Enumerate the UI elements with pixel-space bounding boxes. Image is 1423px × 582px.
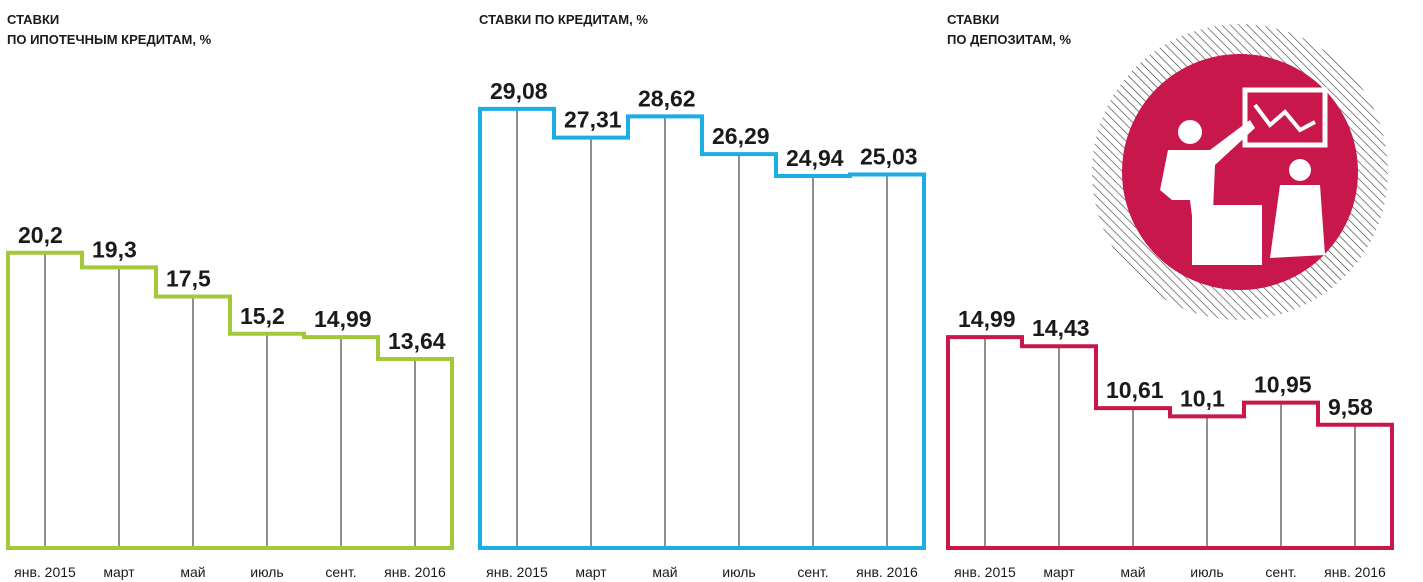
value-label: 9,58 bbox=[1328, 394, 1373, 420]
x-tick-label: май bbox=[652, 564, 677, 580]
x-tick-label: март bbox=[1043, 564, 1075, 580]
value-label: 14,99 bbox=[314, 306, 372, 332]
step-line bbox=[948, 337, 1392, 548]
value-label: 20,2 bbox=[18, 222, 63, 248]
value-label: 27,31 bbox=[564, 107, 622, 133]
x-tick-label: сент. bbox=[325, 564, 356, 580]
x-tick-label: янв. 2015 bbox=[954, 564, 1016, 580]
x-tick-label: янв. 2016 bbox=[1324, 564, 1386, 580]
chart-title: ПО ИПОТЕЧНЫМ КРЕДИТАМ, % bbox=[7, 32, 212, 47]
value-label: 15,2 bbox=[240, 303, 285, 329]
chart-title: СТАВКИ bbox=[947, 12, 999, 27]
value-label: 25,03 bbox=[860, 144, 918, 170]
x-tick-label: янв. 2015 bbox=[14, 564, 76, 580]
value-label: 10,61 bbox=[1106, 377, 1164, 403]
x-tick-label: янв. 2016 bbox=[856, 564, 918, 580]
x-tick-label: янв. 2015 bbox=[486, 564, 548, 580]
chart-title: СТАВКИ bbox=[7, 12, 59, 27]
x-tick-label: июль bbox=[250, 564, 283, 580]
chart: СТАВКИ ПО ИПОТЕЧНЫМ КРЕДИТАМ, % янв. 2015 2… bbox=[0, 0, 1423, 582]
chart-title: СТАВКИ ПО КРЕДИТАМ, % bbox=[479, 12, 648, 27]
x-tick-label: сент. bbox=[1265, 564, 1296, 580]
x-tick-label: янв. 2016 bbox=[384, 564, 446, 580]
x-tick-label: сент. bbox=[797, 564, 828, 580]
value-label: 13,64 bbox=[388, 328, 446, 354]
x-tick-label: май bbox=[180, 564, 205, 580]
step-line bbox=[480, 109, 924, 548]
step-line bbox=[8, 253, 452, 548]
value-label: 10,1 bbox=[1180, 385, 1225, 411]
value-label: 14,99 bbox=[958, 306, 1016, 332]
x-tick-label: май bbox=[1120, 564, 1145, 580]
value-label: 19,3 bbox=[92, 236, 137, 262]
x-tick-label: март bbox=[103, 564, 135, 580]
x-tick-label: июль bbox=[1190, 564, 1223, 580]
value-label: 26,29 bbox=[712, 123, 770, 149]
x-tick-label: июль bbox=[722, 564, 755, 580]
value-label: 29,08 bbox=[490, 78, 548, 104]
x-tick-label: март bbox=[575, 564, 607, 580]
value-label: 10,95 bbox=[1254, 372, 1312, 398]
illustration bbox=[1092, 24, 1388, 320]
value-label: 14,43 bbox=[1032, 315, 1090, 341]
value-label: 17,5 bbox=[166, 266, 211, 292]
value-label: 24,94 bbox=[786, 145, 844, 171]
value-label: 28,62 bbox=[638, 85, 696, 111]
chart-title: ПО ДЕПОЗИТАМ, % bbox=[947, 32, 1072, 47]
